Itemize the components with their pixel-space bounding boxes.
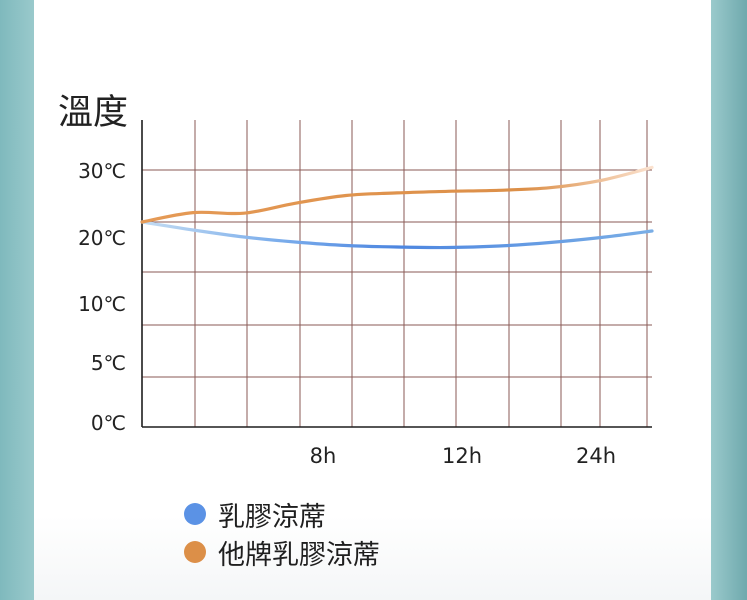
grid-lines	[141, 120, 652, 428]
legend-item-latex-mat: 乳膠涼蓆	[184, 495, 380, 533]
legend-item-other-brand: 他牌乳膠涼蓆	[184, 533, 380, 571]
legend-marker-blue	[184, 503, 206, 525]
legend: 乳膠涼蓆 他牌乳膠涼蓆	[184, 495, 380, 571]
y-tick-label: 30℃	[78, 159, 126, 183]
legend-marker-orange	[184, 541, 206, 563]
y-tick-label: 20℃	[78, 226, 126, 250]
series-lines	[140, 165, 654, 250]
legend-label: 乳膠涼蓆	[218, 501, 326, 533]
y-tick-label: 0℃	[91, 411, 126, 435]
x-tick-label: 12h	[442, 444, 482, 468]
y-tick-label: 10℃	[78, 292, 126, 316]
series-line-latex-mat	[140, 220, 654, 250]
x-tick-labels: 8h 12h 24h	[310, 444, 616, 468]
chart-panel: 溫度 30℃ 20℃ 10℃ 5℃ 0℃ 8h 12h 24h 乳膠涼蓆 他牌乳膠涼蓆	[34, 0, 711, 600]
x-tick-label: 8h	[310, 444, 337, 468]
series-line-other-brand	[140, 165, 654, 224]
y-tick-label: 5℃	[91, 351, 126, 375]
x-tick-label: 24h	[576, 444, 616, 468]
y-axis-title: 溫度	[58, 93, 128, 133]
temperature-chart: 溫度 30℃ 20℃ 10℃ 5℃ 0℃ 8h 12h 24h	[58, 93, 654, 468]
y-tick-labels: 30℃ 20℃ 10℃ 5℃ 0℃	[78, 159, 126, 435]
legend-label: 他牌乳膠涼蓆	[218, 539, 380, 571]
